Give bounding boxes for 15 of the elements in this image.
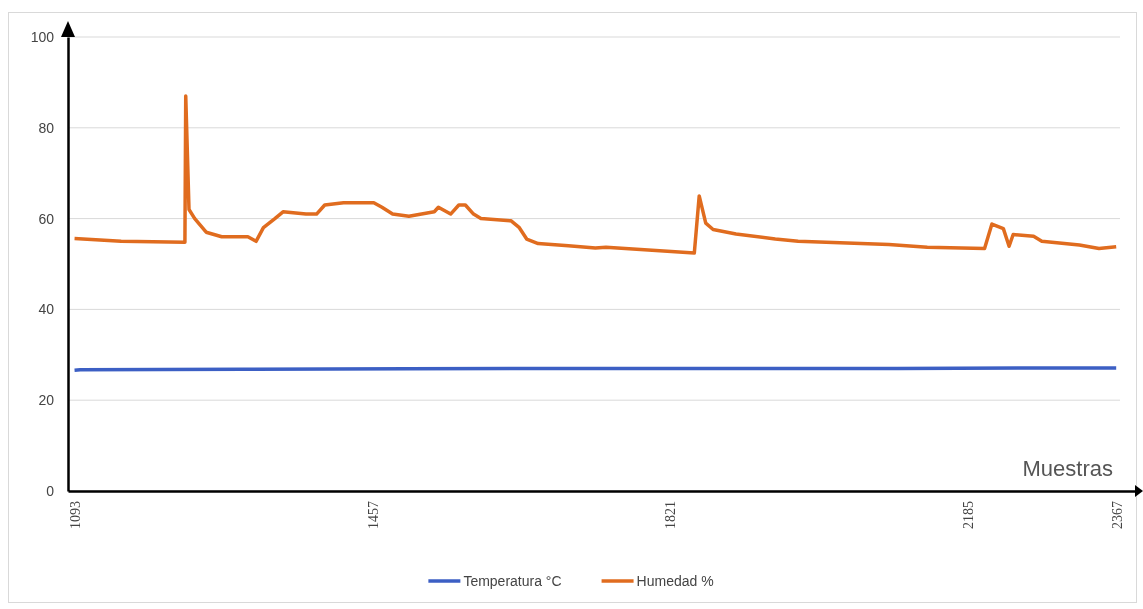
x-tick-label: 2185 [960,501,976,529]
x-tick-label: 1093 [67,501,83,529]
y-tick-label: 20 [38,392,55,409]
y-tick-label: 40 [38,301,55,318]
legend-label: Humedad % [636,572,714,589]
y-tick-label: 100 [30,28,55,45]
y-tick-label: 80 [38,119,55,136]
x-tick-label: 2367 [1109,501,1125,529]
y-tick-label: 60 [38,210,55,227]
legend-label: Temperatura °C [463,572,562,589]
line-series [72,94,1118,255]
x-tick-label: 1821 [663,501,679,529]
y-tick-label: 0 [46,482,55,499]
x-axis-title: Muestras [1022,456,1113,481]
x-tick-label: 1457 [365,501,381,529]
